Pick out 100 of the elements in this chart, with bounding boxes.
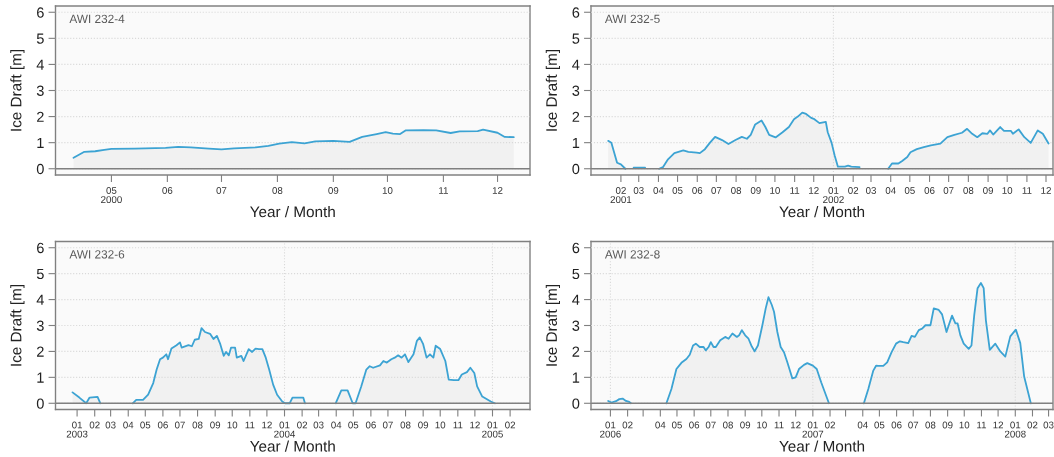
x-tick-label: 08 — [400, 421, 411, 429]
y-tick-label: 5 — [572, 33, 580, 44]
x-tick-label: 02 — [297, 421, 308, 429]
x-tick-label: 11 — [774, 421, 784, 429]
x-tick-label: 04 — [331, 421, 342, 429]
x-tick-label: 07 — [705, 421, 716, 429]
x-tick-label: 01 2003 — [66, 421, 88, 438]
y-tick-label: 1 — [572, 137, 580, 148]
x-tick-label: 12 — [1041, 187, 1051, 194]
x-tick-label: 09 — [210, 421, 221, 429]
y-tick-label: 1 — [37, 137, 44, 148]
y-tick-label: 4 — [36, 59, 44, 70]
x-tick-label: 03 — [633, 187, 644, 194]
x-tick-label: 10 — [757, 421, 767, 429]
x-tick-label: 09 — [740, 421, 751, 429]
x-tick-label: 01 2006 — [600, 421, 621, 438]
x-tick-label: 10 — [435, 421, 446, 429]
x-tick-label: 05 — [140, 421, 151, 429]
x-tick-label: 06 — [924, 187, 935, 194]
y-tick-label: 1 — [572, 372, 580, 383]
x-tick-label: 06 — [689, 421, 700, 429]
x-tick-label: 10 — [959, 421, 970, 429]
x-tick-label: 07 — [216, 187, 227, 194]
x-tick-label: 02 — [89, 421, 100, 429]
y-tick-label: 2 — [37, 111, 44, 122]
y-tick-label: 3 — [572, 85, 580, 96]
y-tick-label: 4 — [572, 294, 580, 305]
x-tick-label: 05 — [904, 187, 915, 194]
x-tick-label: 02 — [848, 187, 859, 194]
y-tick-label: 0 — [572, 163, 580, 175]
x-tick-label: 10 — [227, 421, 238, 429]
x-tick-label: 05 — [874, 421, 885, 429]
y-tick-label: 4 — [36, 294, 44, 305]
x-tick-label: 12 — [492, 187, 503, 194]
y-tick-label: 0 — [36, 398, 44, 409]
x-tick-label: 12 — [790, 421, 801, 429]
x-tick-label: 12 — [262, 421, 272, 429]
x-tick-label: 12 — [993, 421, 1004, 429]
y-tick-label: 2 — [572, 111, 580, 122]
x-tick-label: 03 — [105, 421, 116, 429]
x-axis-title: Year / Month — [250, 440, 335, 452]
x-tick-label: 08 — [963, 187, 974, 194]
y-tick-label: 2 — [37, 346, 44, 357]
y-tick-label: 6 — [37, 7, 44, 18]
x-tick-label: 04 — [885, 187, 896, 194]
y-tick-label: 6 — [572, 242, 580, 254]
x-tick-label: 10 — [382, 187, 393, 194]
x-tick-label: 07 — [174, 421, 185, 429]
y-tick-label: 6 — [572, 7, 580, 18]
y-tick-label: 0 — [572, 398, 580, 409]
x-tick-label: 07 — [711, 187, 722, 194]
y-axis-title: Ice Draft [m] — [10, 284, 25, 366]
x-tick-label: 11 — [790, 187, 800, 194]
y-tick-label: 0 — [36, 163, 44, 175]
x-tick-label: 10 — [1002, 187, 1013, 194]
x-tick-label: 05 2000 — [101, 187, 122, 204]
x-tick-label: 07 — [908, 421, 919, 429]
y-tick-label: 3 — [572, 320, 580, 331]
text: AWI 232-4 — [69, 14, 125, 23]
y-tick-label: 4 — [572, 59, 580, 70]
x-tick-label: 03 — [313, 421, 324, 429]
x-tick-label: 05 — [671, 421, 682, 429]
x-tick-label: 09 — [750, 187, 761, 194]
x-tick-label: 02 — [1027, 421, 1038, 429]
x-tick-label: 05 — [348, 421, 359, 429]
text: AWI 232-6 — [69, 250, 125, 259]
x-tick-label: 08 — [722, 421, 733, 429]
x-tick-label: 04 — [653, 187, 664, 194]
x-tick-label: 05 — [672, 187, 683, 194]
x-axis-title: Year / Month — [779, 206, 865, 218]
text: AWI 232-8 — [604, 250, 660, 259]
x-tick-label: 11 — [245, 421, 255, 429]
x-tick-label: 08 — [272, 187, 283, 194]
y-tick-label: 5 — [36, 33, 44, 44]
x-tick-label: 01 2008 — [1004, 421, 1026, 438]
x-tick-label: 06 — [365, 421, 376, 429]
x-tick-label: 06 — [692, 187, 703, 194]
x-tick-label: 03 — [1043, 421, 1054, 429]
x-tick-label: 09 — [328, 187, 339, 194]
x-tick-label: 07 — [943, 187, 954, 194]
x-tick-label: 04 — [655, 421, 666, 429]
x-tick-label: 11 — [1022, 187, 1032, 194]
y-tick-label: 2 — [572, 346, 580, 357]
y-axis-title: Ice Draft [m] — [545, 49, 560, 131]
x-tick-label: 12 — [809, 187, 819, 194]
x-tick-label: 12 — [470, 421, 480, 429]
x-tick-label: 02 — [622, 421, 633, 429]
text: AWI 232-5 — [604, 14, 660, 23]
x-tick-label: 02 — [505, 421, 516, 429]
x-axis-title: Year / Month — [250, 206, 335, 218]
x-tick-label: 11 — [453, 421, 463, 429]
x-tick-label: 09 — [942, 421, 953, 429]
x-tick-label: 01 2007 — [802, 421, 824, 438]
x-tick-label: 11 — [439, 187, 448, 194]
x-tick-label: 04 — [857, 421, 868, 429]
x-tick-label: 04 — [123, 421, 134, 429]
x-tick-label: 11 — [977, 421, 987, 429]
x-tick-label: 08 — [192, 421, 203, 429]
x-tick-label: 02 — [825, 421, 835, 429]
y-axis-title: Ice Draft [m] — [545, 284, 560, 366]
